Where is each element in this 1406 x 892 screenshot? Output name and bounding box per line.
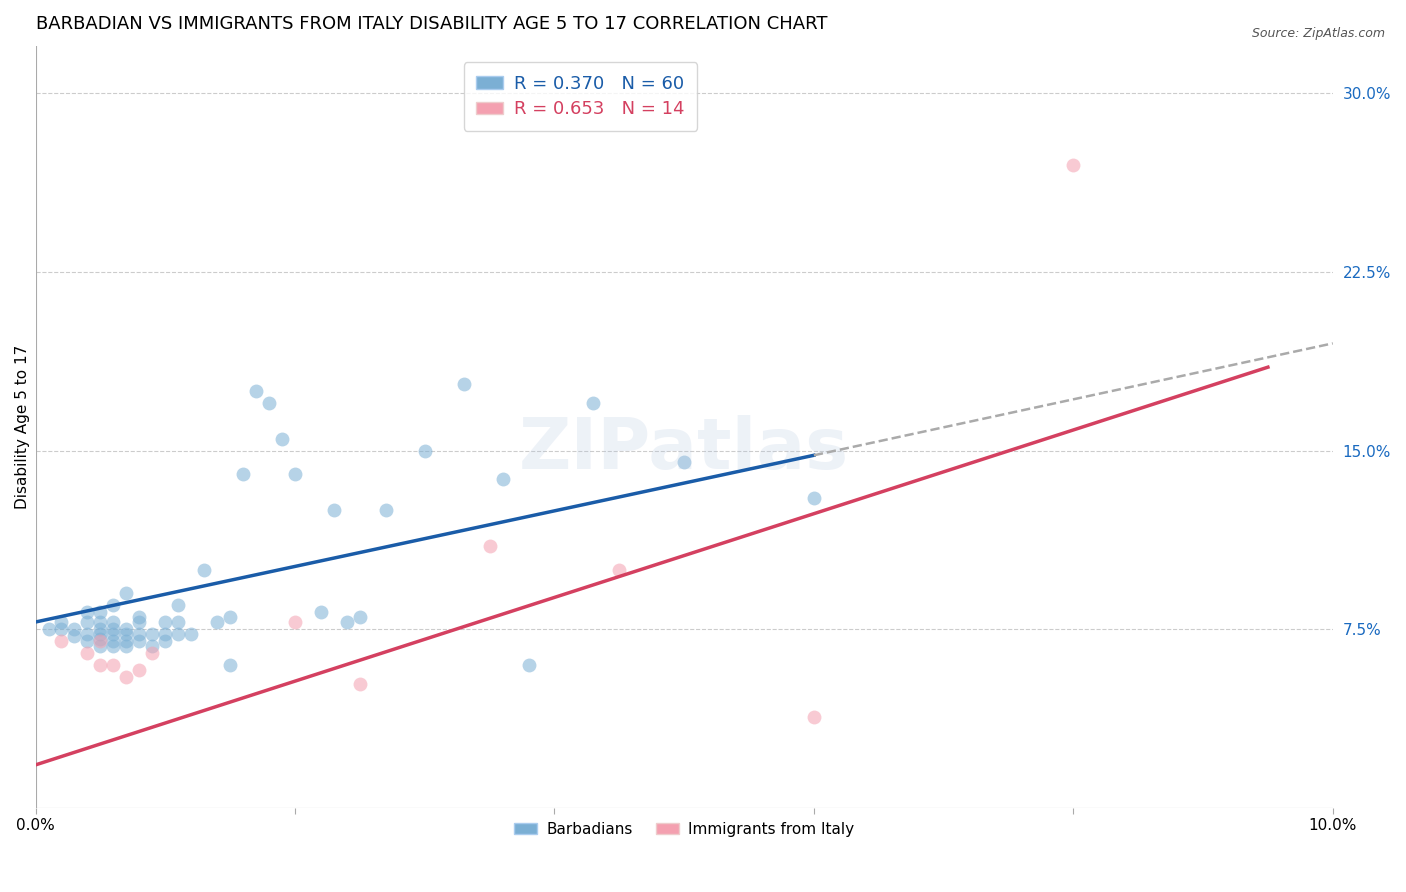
Point <box>271 432 294 446</box>
Point <box>128 634 150 648</box>
Point <box>1062 158 1084 172</box>
Point <box>453 376 475 391</box>
Point <box>76 627 98 641</box>
Point <box>76 646 98 660</box>
Point <box>141 646 163 660</box>
Point <box>582 396 605 410</box>
Point <box>115 634 138 648</box>
Point <box>167 599 190 613</box>
Point <box>115 622 138 636</box>
Point <box>193 563 215 577</box>
Y-axis label: Disability Age 5 to 17: Disability Age 5 to 17 <box>15 344 30 508</box>
Point <box>349 610 371 624</box>
Point <box>63 629 86 643</box>
Point <box>89 615 111 629</box>
Point <box>76 634 98 648</box>
Point <box>322 503 344 517</box>
Point <box>155 627 177 641</box>
Point <box>155 615 177 629</box>
Legend: Barbadians, Immigrants from Italy: Barbadians, Immigrants from Italy <box>505 813 863 846</box>
Point <box>89 639 111 653</box>
Point <box>167 615 190 629</box>
Point <box>155 634 177 648</box>
Point <box>284 615 307 629</box>
Point <box>89 657 111 672</box>
Point <box>803 710 825 724</box>
Point <box>115 586 138 600</box>
Point <box>803 491 825 505</box>
Point <box>103 599 125 613</box>
Point <box>517 657 540 672</box>
Point <box>128 610 150 624</box>
Point <box>478 539 501 553</box>
Text: Source: ZipAtlas.com: Source: ZipAtlas.com <box>1251 27 1385 40</box>
Point <box>89 606 111 620</box>
Point <box>89 622 111 636</box>
Point <box>89 632 111 646</box>
Point <box>38 622 60 636</box>
Point <box>245 384 267 398</box>
Point <box>103 634 125 648</box>
Point <box>76 606 98 620</box>
Point <box>103 622 125 636</box>
Point <box>128 627 150 641</box>
Point <box>115 670 138 684</box>
Point <box>167 627 190 641</box>
Point <box>51 634 73 648</box>
Point <box>115 639 138 653</box>
Point <box>309 606 332 620</box>
Point <box>141 627 163 641</box>
Point <box>180 627 202 641</box>
Point <box>76 615 98 629</box>
Point <box>232 467 254 482</box>
Point <box>141 639 163 653</box>
Point <box>491 472 513 486</box>
Point <box>336 615 359 629</box>
Point <box>284 467 307 482</box>
Point <box>219 610 242 624</box>
Point <box>51 615 73 629</box>
Point <box>374 503 396 517</box>
Point <box>257 396 280 410</box>
Text: ZIPatlas: ZIPatlas <box>519 415 849 484</box>
Point <box>219 657 242 672</box>
Point <box>103 639 125 653</box>
Point <box>89 627 111 641</box>
Point <box>63 622 86 636</box>
Point <box>51 622 73 636</box>
Point <box>115 627 138 641</box>
Point <box>413 443 436 458</box>
Point <box>103 657 125 672</box>
Point <box>128 663 150 677</box>
Point <box>205 615 228 629</box>
Point <box>349 677 371 691</box>
Text: BARBADIAN VS IMMIGRANTS FROM ITALY DISABILITY AGE 5 TO 17 CORRELATION CHART: BARBADIAN VS IMMIGRANTS FROM ITALY DISAB… <box>35 15 827 33</box>
Point <box>103 615 125 629</box>
Point <box>607 563 630 577</box>
Point <box>128 615 150 629</box>
Point <box>673 455 696 469</box>
Point <box>89 634 111 648</box>
Point <box>103 627 125 641</box>
